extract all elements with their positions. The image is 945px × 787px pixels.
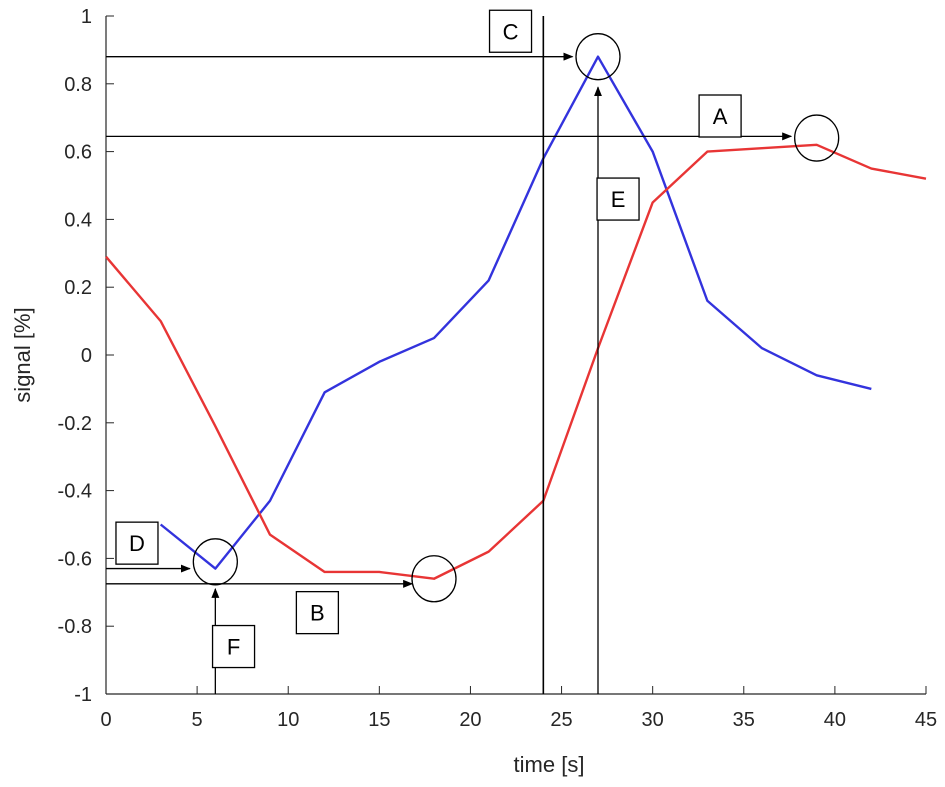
y-tick-label: 0.8 (64, 74, 92, 96)
annotation-box (698, 94, 742, 138)
x-tick-label: 40 (824, 709, 846, 731)
annotation-box (295, 590, 340, 635)
annotation-box (596, 177, 640, 221)
annotation-label: A (713, 104, 728, 129)
annotation-label: B (310, 601, 325, 626)
annotation-label: D (129, 531, 145, 556)
series-line-2 (105, 143, 927, 580)
annotations: A B C D E F (106, 9, 840, 694)
y-tick-label: 0.4 (64, 209, 92, 231)
y-tick-label: 1 (81, 6, 92, 28)
annotation-label: F (227, 635, 240, 660)
y-tick-label: -0.6 (58, 548, 92, 570)
x-tick-label: 35 (733, 709, 755, 731)
series-lines (105, 55, 927, 580)
x-tick-label: 25 (550, 709, 572, 731)
annotation-circle (575, 33, 621, 81)
x-tick-label: 45 (915, 709, 937, 731)
series-line-1 (159, 55, 872, 570)
y-tick-label: -0.2 (58, 413, 92, 435)
x-tick-label: 20 (459, 709, 481, 731)
y-tick-label: -1 (74, 684, 92, 706)
annotation-label: C (503, 19, 519, 44)
x-tick-label: 15 (368, 709, 390, 731)
annotation-circle (192, 538, 238, 586)
x-axis-title: time [s] (514, 752, 585, 777)
x-tick-label: 30 (642, 709, 664, 731)
y-tick-label: 0 (81, 345, 92, 367)
y-axis-title: signal [%] (10, 307, 35, 402)
axis-labels: time [s] signal [%] (10, 307, 584, 777)
annotation-circle (411, 555, 457, 603)
annotation-box (488, 9, 533, 53)
annotation-box (115, 521, 159, 565)
axes: 0 5 10 15 20 25 30 35 40 45 -1 -0.8 -0.6 -0.4 -0.2 0 0.2… (58, 6, 938, 731)
x-tick-label: 0 (100, 709, 111, 731)
y-tick-label: -0.4 (58, 481, 92, 503)
annotation-label: E (611, 187, 626, 212)
y-tick-label: -0.8 (58, 616, 92, 638)
annotation-circle (794, 114, 840, 162)
y-tick-label: 0.6 (64, 142, 92, 164)
y-tick-label: 0.2 (64, 277, 92, 299)
x-tick-label: 10 (277, 709, 299, 731)
x-tick-label: 5 (192, 709, 203, 731)
annotation-box (211, 624, 256, 669)
